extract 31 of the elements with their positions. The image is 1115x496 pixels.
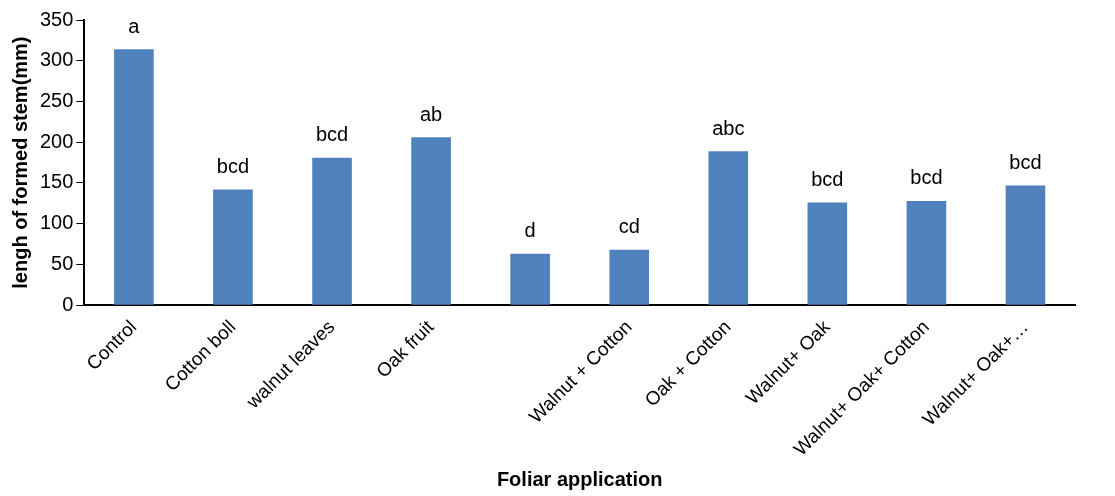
y-tick-label: 50	[51, 251, 74, 274]
bar	[510, 253, 550, 305]
data-label: bcd	[910, 166, 943, 189]
bar	[609, 249, 650, 305]
data-label: bcd	[216, 155, 250, 177]
y-tick-label: 0	[62, 292, 74, 315]
y-tick-label: 250	[39, 89, 74, 111]
bar	[213, 189, 253, 305]
bar	[708, 151, 749, 305]
bar	[1005, 185, 1046, 305]
y-tick-label: 300	[39, 48, 74, 71]
y-tick-label: 150	[39, 170, 74, 193]
data-label: ab	[419, 102, 443, 125]
data-label: abc	[712, 116, 745, 139]
y-tick-label: 200	[39, 129, 74, 152]
bar	[114, 49, 154, 305]
x-axis-title: Foliar application	[496, 467, 663, 490]
bar	[312, 157, 352, 305]
data-label: d	[524, 219, 536, 242]
bar	[411, 137, 451, 305]
data-label: bcd	[315, 123, 349, 146]
data-label: cd	[618, 215, 640, 238]
bar	[807, 202, 848, 305]
bar	[906, 200, 947, 305]
y-tick-label: 350	[39, 7, 74, 30]
y-tick-label: 100	[39, 211, 74, 234]
data-label: bcd	[811, 168, 844, 191]
data-label: bcd	[1009, 150, 1042, 173]
x-tick-label: Oak fruit	[371, 315, 439, 382]
y-axis-title: lengh of formed stem(mm)	[8, 36, 31, 289]
data-label: a	[128, 14, 141, 37]
